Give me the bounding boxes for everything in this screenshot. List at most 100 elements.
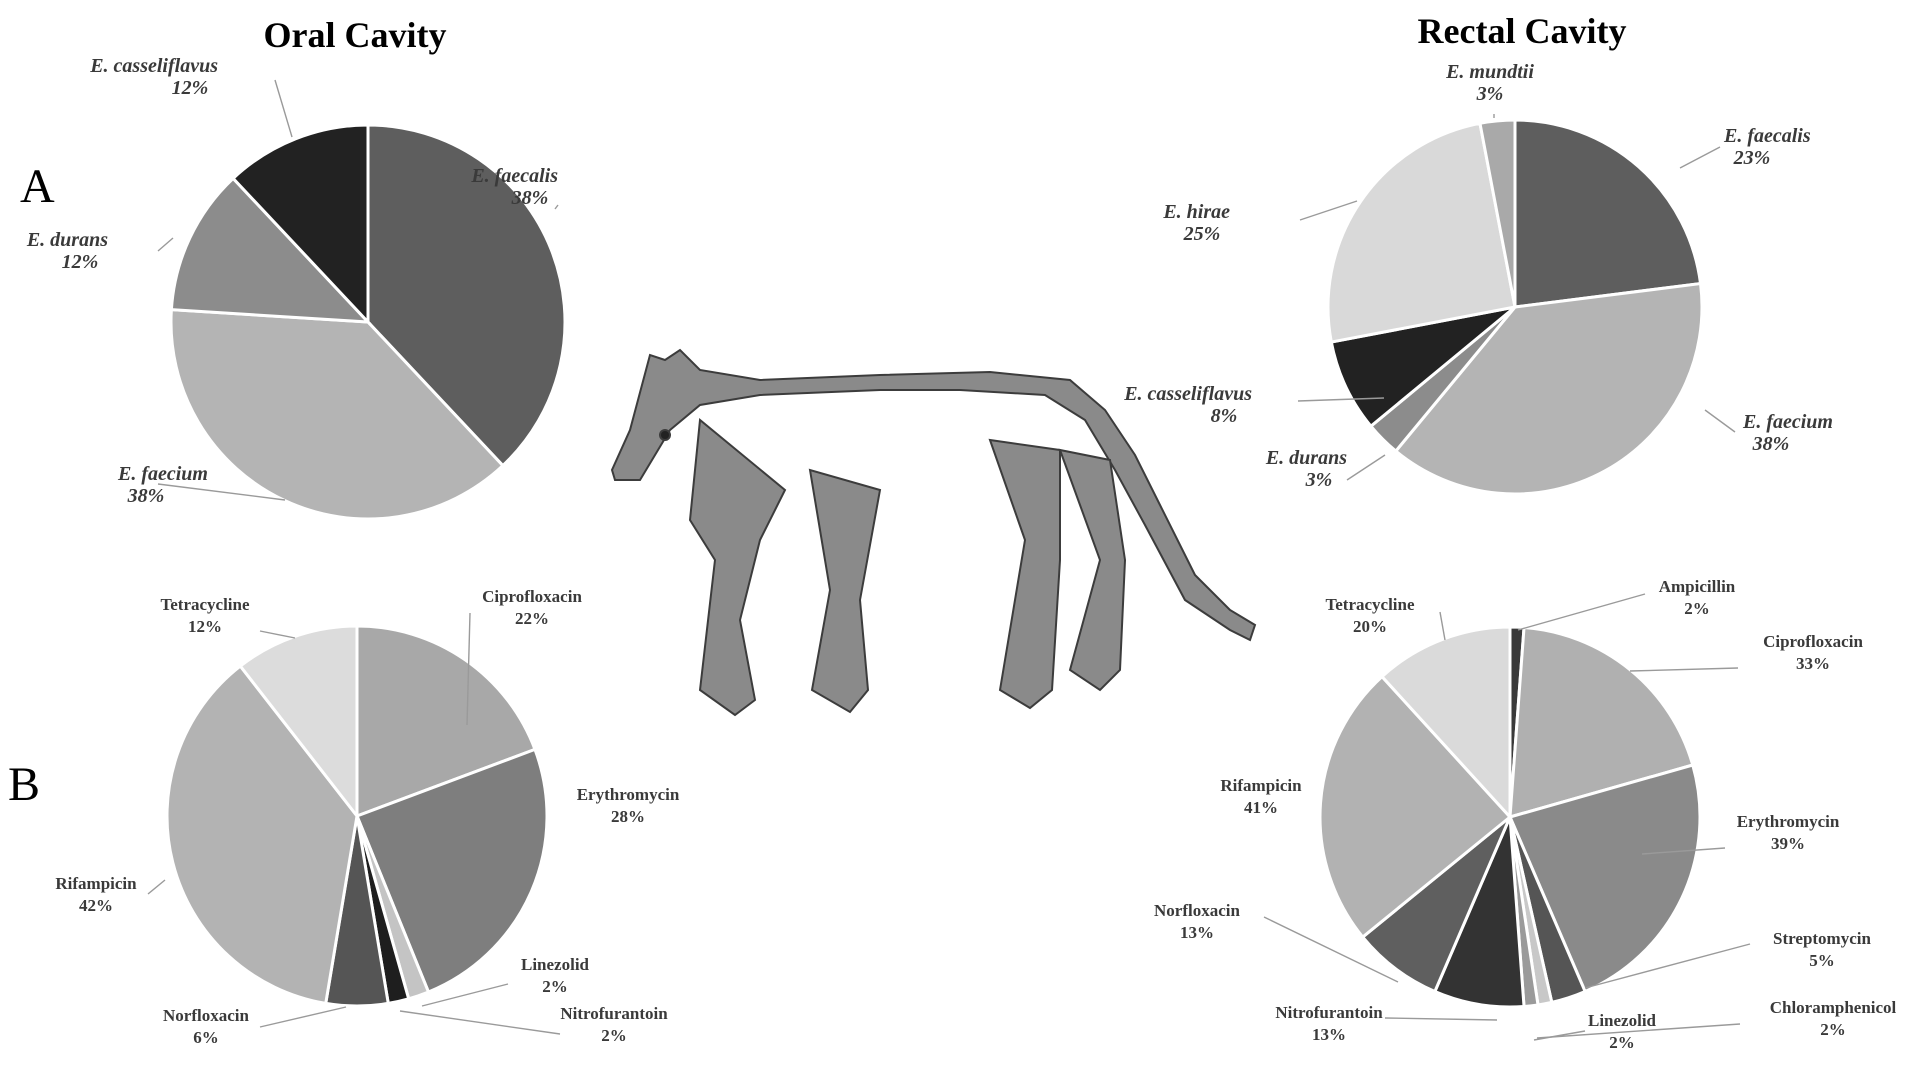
rectal-species-slice-1: [1393, 281, 1704, 496]
oral-antibiotics-label-pct-4: 6%: [193, 1028, 219, 1047]
oral-species-leader-1: [157, 483, 286, 501]
rectal-antibiotics-label-pct-6: 13%: [1312, 1025, 1346, 1044]
rectal-antibiotics-slice-2: [1507, 763, 1702, 994]
rectal-species-label-name-4: E. hirae: [1162, 201, 1230, 223]
rectal-species-leader-2: [1346, 454, 1386, 481]
rectal-antibiotics-label-pct-3: 5%: [1809, 951, 1835, 970]
rectal-species-label-name-3: E. casseliflavus: [1123, 383, 1252, 405]
rectal-species-label-pct-4: 25%: [1183, 223, 1221, 245]
rectal-antibiotics-label-name-4: Chloramphenicol: [1770, 998, 1897, 1017]
rectal-antibiotics-leader-3: [1584, 943, 1751, 989]
oral-species-slice-2: [169, 176, 372, 324]
rectal-antibiotics-label-pct-7: 13%: [1180, 923, 1214, 942]
rectal-species-label-pct-2: 3%: [1305, 469, 1333, 491]
rectal-antibiotics-pie: [1318, 625, 1702, 1009]
rectal-antibiotics-slice-1: [1508, 625, 1695, 820]
rectal-antibiotics-label-name-3: Streptomycin: [1773, 929, 1871, 948]
rectal-species-label-name-2: E. durans: [1265, 447, 1347, 469]
rectal-antibiotics-label-pct-5: 2%: [1609, 1033, 1635, 1052]
oral-antibiotics-label-name-4: Norfloxacin: [163, 1006, 249, 1025]
rectal-species-label-pct-1: 38%: [1752, 433, 1790, 455]
panel-label-b: B: [8, 758, 40, 811]
rectal-antibiotics-label-pct-0: 2%: [1684, 599, 1710, 618]
rectal-antibiotics-label-name-1: Ciprofloxacin: [1763, 632, 1863, 651]
oral-species-label-pct-0: 38%: [511, 187, 549, 209]
oral-species-label-pct-3: 12%: [172, 77, 209, 99]
oral-species-label-name-1: E. faecium: [117, 463, 208, 485]
oral-species-leader-2: [157, 237, 174, 252]
oral-antibiotics-leader-2: [421, 983, 509, 1007]
oral-antibiotics-slice-6: [238, 624, 359, 821]
rectal-antibiotics-label-name-7: Norfloxacin: [1154, 901, 1240, 920]
rectal-antibiotics-label-pct-9: 20%: [1353, 617, 1387, 636]
rectal-species-label-name-5: E. mundtii: [1445, 61, 1534, 83]
oral-antibiotics-label-name-1: Erythromycin: [577, 785, 680, 804]
rectal-species-label-pct-5: 3%: [1476, 83, 1504, 105]
rectal-species-slice-3: [1329, 305, 1516, 429]
oral-antibiotics-label-pct-1: 28%: [611, 807, 645, 826]
rectal-species-leader-4: [1299, 200, 1358, 221]
rectal-antibiotics-leader-5: [1533, 1030, 1586, 1041]
rectal-antibiotics-label-pct-4: 2%: [1820, 1020, 1846, 1039]
oral-antibiotics-label-pct-2: 2%: [542, 977, 568, 996]
oral-species-leader-3: [274, 79, 293, 138]
rectal-antibiotics-slice-9: [1379, 625, 1512, 821]
oral-antibiotics-leader-6: [259, 630, 296, 639]
rectal-antibiotics-leader-6: [1384, 1017, 1498, 1021]
rectal-species-label-pct-0: 23%: [1733, 147, 1771, 169]
oral-antibiotics-label-name-3: Nitrofurantoin: [560, 1004, 668, 1023]
rectal-antibiotics-label-pct-1: 33%: [1796, 654, 1830, 673]
rectal-species-pie: [1326, 118, 1704, 496]
oral-antibiotics-label-name-0: Ciprofloxacin: [482, 587, 582, 606]
rectal-cavity-title: Rectal Cavity: [1418, 11, 1627, 51]
rectal-antibiotics-leader-2: [1641, 847, 1726, 855]
oral-species-label-name-2: E. durans: [26, 229, 108, 251]
rectal-antibiotics-leader-4: [1536, 1023, 1741, 1039]
rectal-species-label-pct-3: 8%: [1211, 405, 1238, 427]
rectal-species-leader-1: [1704, 409, 1736, 433]
cat-illustration: [610, 348, 1257, 717]
oral-antibiotics-slice-5: [165, 663, 359, 1006]
oral-antibiotics-label-name-6: Tetracycline: [160, 595, 250, 614]
rectal-antibiotics-label-pct-8: 41%: [1244, 798, 1278, 817]
oral-species-label-pct-2: 12%: [62, 251, 99, 273]
rectal-antibiotics-label-name-5: Linezolid: [1588, 1011, 1657, 1030]
rectal-species-slice-4: [1326, 121, 1517, 344]
rectal-species-label-name-1: E. faecium: [1742, 411, 1833, 433]
oral-species-label-name-0: E. faecalis: [470, 165, 558, 187]
oral-antibiotics-slice-0: [355, 624, 537, 819]
oral-cavity-title: Oral Cavity: [264, 15, 447, 55]
rectal-antibiotics-label-name-6: Nitrofurantoin: [1275, 1003, 1383, 1022]
oral-antibiotics-leader-0: [466, 612, 471, 726]
oral-species-slice-3: [231, 123, 370, 326]
oral-species-label-name-3: E. casseliflavus: [89, 55, 218, 77]
rectal-species-leader-0: [1679, 146, 1721, 169]
rectal-species-slice-5: [1478, 118, 1517, 308]
oral-antibiotics-leader-4: [259, 1006, 347, 1028]
oral-antibiotics-label-pct-6: 12%: [188, 617, 222, 636]
rectal-antibiotics-leader-0: [1517, 593, 1646, 631]
rectal-antibiotics-label-name-9: Tetracycline: [1325, 595, 1415, 614]
oral-antibiotics-pie: [165, 624, 549, 1008]
rectal-antibiotics-slice-8: [1318, 674, 1513, 940]
oral-antibiotics-label-name-2: Linezolid: [521, 955, 590, 974]
rectal-antibiotics-leader-7: [1263, 916, 1399, 983]
rectal-species-slice-0: [1513, 118, 1703, 309]
rectal-species-leader-3: [1297, 397, 1385, 402]
oral-antibiotics-leader-3: [399, 1010, 561, 1035]
oral-antibiotics-leader-5: [147, 879, 166, 895]
rectal-antibiotics-label-name-8: Rifampicin: [1220, 776, 1302, 795]
rectal-species-label-name-0: E. faecalis: [1723, 125, 1811, 147]
oral-species-slice-0: [366, 123, 567, 468]
oral-antibiotics-label-pct-3: 2%: [601, 1026, 627, 1045]
rectal-antibiotics-leader-9: [1439, 611, 1446, 641]
rectal-antibiotics-label-pct-2: 39%: [1771, 834, 1805, 853]
oral-antibiotics-label-pct-0: 22%: [515, 609, 549, 628]
oral-antibiotics-label-pct-5: 42%: [79, 896, 113, 915]
rectal-antibiotics-label-name-0: Ampicillin: [1659, 577, 1736, 596]
rectal-antibiotics-label-name-2: Erythromycin: [1737, 812, 1840, 831]
rectal-antibiotics-leader-1: [1629, 667, 1739, 672]
oral-antibiotics-label-name-5: Rifampicin: [55, 874, 137, 893]
